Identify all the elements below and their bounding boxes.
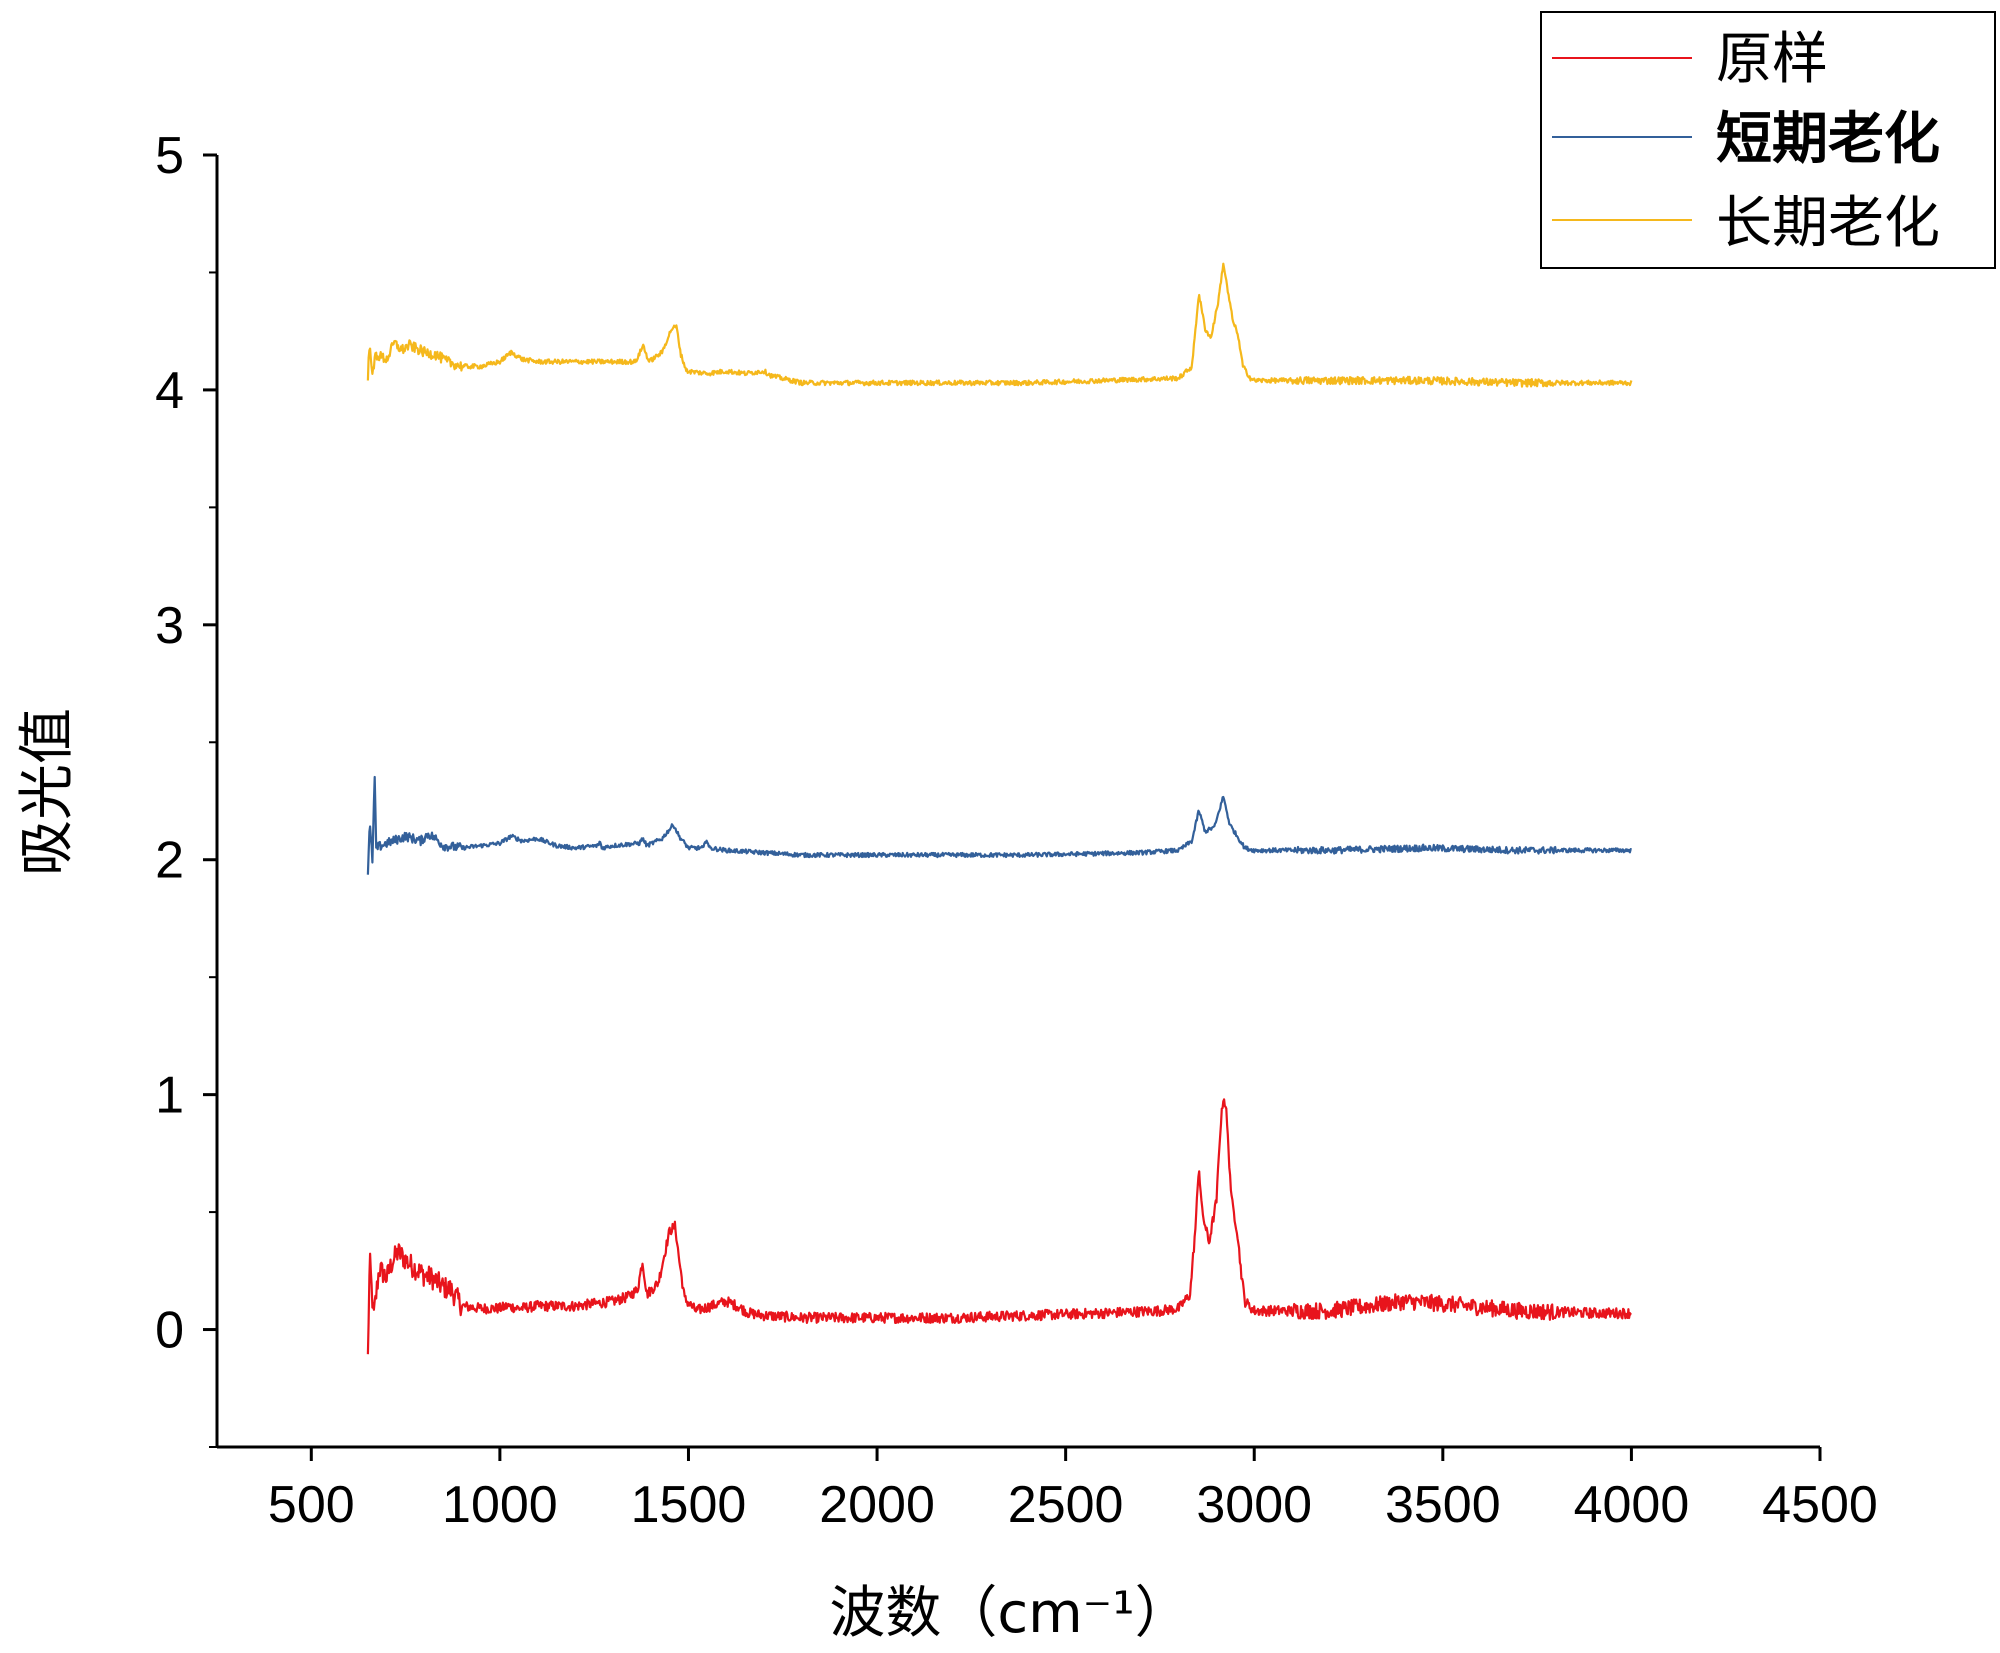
axes-layer: [215, 155, 1820, 1449]
x-axis-title: 波数（cm⁻¹）: [829, 1581, 1190, 1646]
x-tick-label-4: 2500: [1008, 1476, 1124, 1534]
y-axis-title: 吸光值: [15, 708, 80, 876]
x-tick-label-0: 500: [268, 1476, 355, 1534]
legend-label-1: 短期老化: [1716, 107, 1940, 172]
x-tick-label-7: 4000: [1574, 1476, 1690, 1534]
series-line-2: [366, 262, 1633, 388]
legend-label-2: 长期老化: [1716, 191, 1940, 256]
legend: 原样 短期老化 长期老化: [1540, 11, 1996, 269]
legend-label-0: 原样: [1716, 27, 1828, 92]
y-tick-label-3: 3: [155, 597, 184, 655]
x-tick-label-8: 4500: [1762, 1476, 1878, 1534]
x-tick-label-3: 2000: [819, 1476, 935, 1534]
series-line-1: [366, 775, 1632, 875]
x-tick-label-6: 3500: [1385, 1476, 1501, 1534]
y-tick-label-1: 1: [155, 1067, 184, 1125]
legend-box: [1540, 11, 1996, 269]
y-tick-label-4: 4: [155, 362, 184, 420]
series-layer: [366, 262, 1633, 1355]
x-tick-label-2: 1500: [631, 1476, 747, 1534]
y-tick-label-5: 5: [155, 127, 184, 185]
y-tick-label-2: 2: [155, 832, 184, 890]
x-tick-label-1: 1000: [442, 1476, 558, 1534]
ticks-layer: 500 1000 1500 2000 2500 3000 3500 4000 4500 0 1 2 3 4…: [155, 127, 1878, 1534]
y-tick-label-0: 0: [155, 1302, 184, 1360]
x-tick-label-5: 3000: [1196, 1476, 1312, 1534]
series-line-0: [366, 1098, 1632, 1355]
